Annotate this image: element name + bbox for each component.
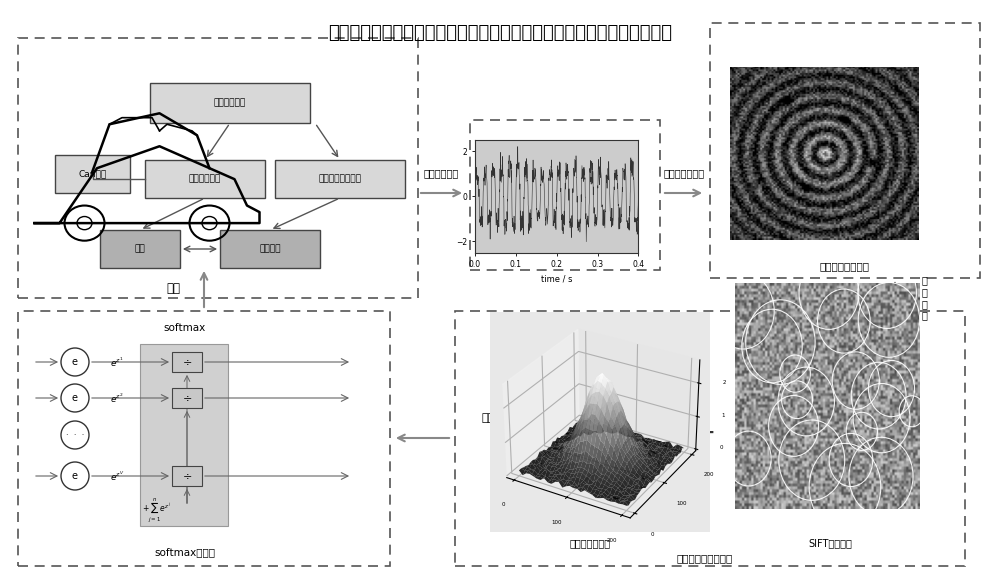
Text: +: + [693, 419, 717, 447]
Bar [172, 466, 202, 486]
Bar [150, 83, 310, 123]
Text: 自编码特征提取: 自编码特征提取 [569, 538, 611, 548]
Bar [100, 230, 180, 268]
X-axis label: time / s: time / s [541, 275, 572, 284]
Text: 漏磁信号采集: 漏磁信号采集 [423, 168, 459, 178]
Text: 二维傅里叶变换: 二维傅里叶变换 [663, 168, 705, 178]
Text: e: e [72, 471, 78, 481]
Bar [18, 38, 418, 298]
Text: 电池: 电池 [135, 244, 145, 254]
Circle shape [61, 421, 89, 449]
Circle shape [61, 462, 89, 490]
Text: e: e [72, 357, 78, 367]
Text: 二维傅里叶频谱图: 二维傅里叶频谱图 [820, 261, 870, 271]
Text: $e^{z^2}$: $e^{z^2}$ [110, 391, 124, 405]
Bar [220, 230, 320, 268]
Text: ÷: ÷ [182, 357, 192, 367]
Bar [710, 23, 980, 278]
Text: $e^{z^1}$: $e^{z^1}$ [110, 355, 124, 369]
Text: SIFT特征提取: SIFT特征提取 [808, 538, 852, 548]
Text: $+\sum_{j=1}^{n}e^{z^j}$: $+\sum_{j=1}^{n}e^{z^j}$ [142, 496, 171, 524]
Bar [470, 120, 660, 270]
Bar [172, 388, 202, 408]
Text: ÷: ÷ [182, 471, 192, 481]
Bar [55, 155, 130, 193]
Text: 全局与局部特征融合: 全局与局部特征融合 [677, 553, 733, 563]
Text: 一种基于视觉图像的电动汽车用永磁同步电机退磁故障诊断方法及及系统: 一种基于视觉图像的电动汽车用永磁同步电机退磁故障诊断方法及及系统 [328, 24, 672, 42]
Text: $e^{z^V}$: $e^{z^V}$ [110, 469, 125, 483]
Text: ÷: ÷ [182, 393, 192, 403]
Bar [18, 311, 390, 566]
Text: ·  ·  ·: · · · [66, 431, 84, 439]
Text: softmax分类器: softmax分类器 [154, 547, 216, 557]
Text: 驱动电机: 驱动电机 [259, 244, 281, 254]
Text: 特
征
提
取: 特 征 提 取 [922, 276, 928, 320]
Circle shape [61, 384, 89, 412]
Text: Can通讯: Can通讯 [78, 169, 107, 179]
Bar [172, 352, 202, 372]
Bar [455, 311, 965, 566]
Bar [275, 160, 405, 198]
Text: 汽车驱动控制系统: 汽车驱动控制系统 [318, 175, 362, 183]
Text: e: e [72, 393, 78, 403]
Bar [145, 160, 265, 198]
Circle shape [61, 348, 89, 376]
Text: 特征向量: 特征向量 [482, 413, 508, 423]
Text: 诊断: 诊断 [166, 281, 180, 295]
Text: 整车监控系统: 整车监控系统 [214, 98, 246, 108]
Bar [140, 344, 228, 526]
Text: softmax: softmax [164, 323, 206, 333]
Text: 电池管理系统: 电池管理系统 [189, 175, 221, 183]
